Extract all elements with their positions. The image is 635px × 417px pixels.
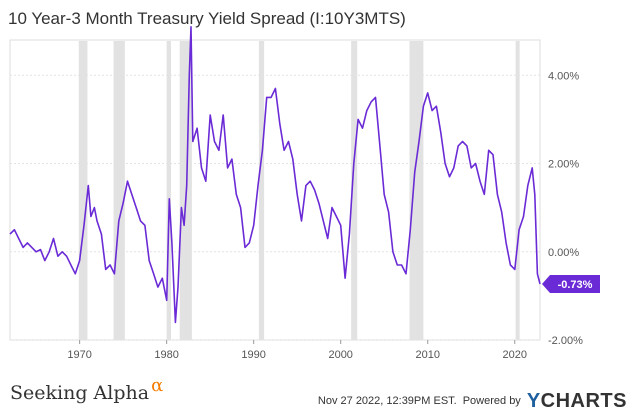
- timestamp: Nov 27 2022, 12:39PM EST.: [317, 395, 457, 407]
- x-tick-label: 1980: [154, 349, 178, 361]
- series-group: [9, 26, 541, 324]
- plot-area: [9, 39, 541, 341]
- ycharts-wordmark: CHARTS: [540, 389, 627, 412]
- recession-band: [166, 41, 172, 340]
- last-value-label: -0.73%: [558, 279, 593, 291]
- seeking-alpha-logo: Seeking Alpha α: [10, 375, 163, 412]
- y-tick-label: 4.00%: [548, 70, 579, 82]
- brand-name: Seeking Alpha: [10, 382, 150, 404]
- spread-line: [9, 26, 541, 324]
- last-value-badge: [542, 274, 600, 293]
- recession-band: [409, 41, 424, 340]
- y-axis: -2.00% 0.00% 2.00% 4.00%: [548, 70, 583, 347]
- alpha-icon: α: [151, 375, 164, 396]
- powered-by-text: Powered by: [462, 395, 521, 407]
- recession-band: [515, 41, 520, 340]
- x-tick-label: 2010: [415, 349, 439, 361]
- x-axis: 1970 1980 1990 2000 2010 2020: [67, 340, 527, 361]
- y-tick-label: -2.00%: [548, 335, 583, 347]
- ycharts-y-mark: Y: [526, 389, 541, 412]
- y-tick-label: 2.00%: [548, 159, 579, 171]
- y-tick-label: 0.00%: [548, 247, 579, 259]
- chart: -2.00% 0.00% 2.00% 4.00% 1970 1980 1990 2000 20…: [9, 26, 600, 361]
- recession-band: [258, 41, 265, 340]
- gridlines: [10, 74, 540, 341]
- recession-band: [78, 41, 88, 340]
- x-tick-label: 1990: [241, 349, 265, 361]
- recession-band: [351, 41, 358, 340]
- ycharts-logo[interactable]: YCHARTS: [527, 390, 627, 413]
- x-tick-label: 2000: [328, 349, 352, 361]
- footer-info: Nov 27 2022, 12:39PM EST. Powered by YCH…: [318, 390, 627, 412]
- recession-band: [113, 41, 125, 340]
- last-value-group: -0.73%: [542, 274, 600, 293]
- recession-shading: [78, 41, 520, 340]
- chart-title: 10 Year-3 Month Treasury Yield Spread (I…: [8, 9, 406, 28]
- x-tick-label: 2020: [503, 349, 527, 361]
- x-tick-label: 1970: [67, 349, 91, 361]
